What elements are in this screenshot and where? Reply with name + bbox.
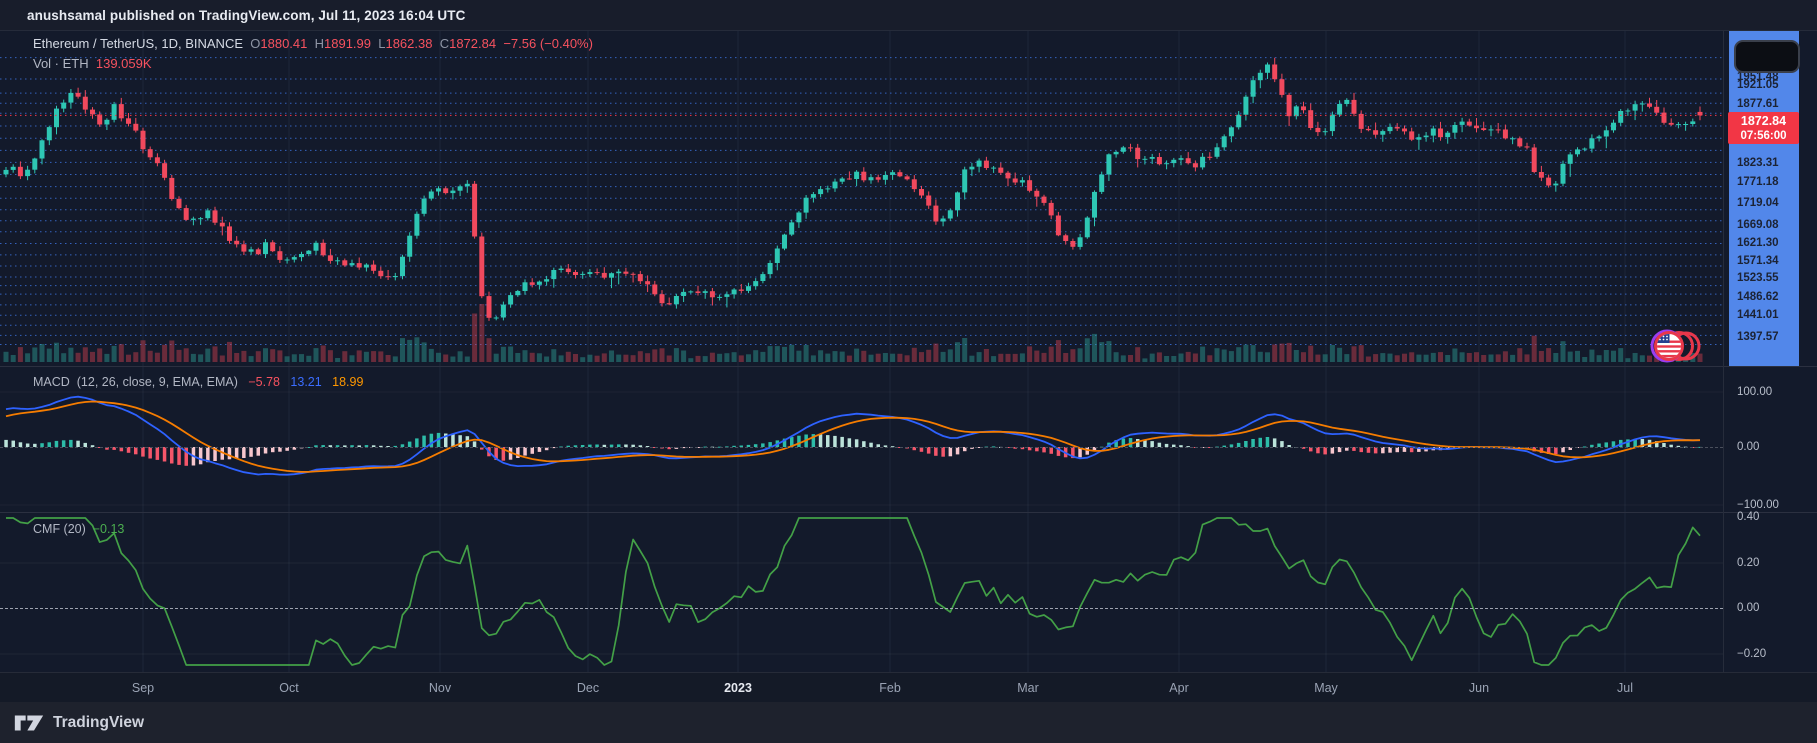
price-axis-label: 1523.55 xyxy=(1737,272,1779,284)
time-axis-label-apr: Apr xyxy=(1169,681,1189,695)
time-axis-label-jul: Jul xyxy=(1617,681,1633,695)
price-axis-label: 1877.61 xyxy=(1737,98,1779,110)
macd-hist-value: −5.78 xyxy=(248,375,280,389)
cmf-legend[interactable]: CMF (20) −0.13 xyxy=(33,522,124,536)
high-key: H xyxy=(314,36,324,51)
volume-value: 139.059K xyxy=(95,56,152,71)
flag-coins-icon[interactable] xyxy=(1648,328,1706,364)
macd-zero-line xyxy=(0,447,1723,448)
macd-signal-value: 18.99 xyxy=(332,375,364,389)
close-value: 1872.84 xyxy=(449,36,497,51)
macd-legend[interactable]: MACD (12, 26, close, 9, EMA, EMA) −5.78 … xyxy=(33,375,363,389)
time-axis-label-oct: Oct xyxy=(279,681,299,695)
time-axis-label-sep: Sep xyxy=(131,681,155,695)
macd-pane[interactable] xyxy=(0,366,1723,512)
price-axis-label: 1951.48 xyxy=(1737,71,1779,83)
low-key: L xyxy=(378,36,386,51)
countdown-timer: 07:56:00 xyxy=(1740,130,1787,142)
time-axis-label-feb: Feb xyxy=(879,681,901,695)
cmf-zero-line xyxy=(0,608,1723,609)
indicator-axis-label: 0.00 xyxy=(1737,602,1760,614)
cmf-chart-canvas[interactable] xyxy=(0,512,1723,672)
volume-label: Vol · ETH xyxy=(33,56,89,71)
low-value: 1862.38 xyxy=(385,36,433,51)
macd-params: (12, 26, close, 9, EMA, EMA) xyxy=(76,375,238,389)
price-pane[interactable] xyxy=(0,31,1723,366)
time-axis-label-may: May xyxy=(1314,681,1338,695)
macd-name: MACD xyxy=(33,375,70,389)
attribution-text: anushsamal published on TradingView.com,… xyxy=(27,7,466,23)
last-price-badge: 1872.84 07:56:00 xyxy=(1728,112,1799,144)
pane-separator[interactable] xyxy=(0,512,1817,513)
open-key: O xyxy=(250,36,261,51)
price-axis-label: 1621.30 xyxy=(1737,237,1779,249)
tradingview-brand[interactable]: TradingView xyxy=(53,713,145,731)
last-price: 1872.84 xyxy=(1740,114,1787,128)
price-axis-label: 1571.34 xyxy=(1737,255,1779,267)
indicator-axis-label: 0.20 xyxy=(1737,557,1760,569)
price-axis-label: 1441.01 xyxy=(1737,309,1779,321)
time-axis-label-nov: Nov xyxy=(428,681,452,695)
macd-line-value: 13.21 xyxy=(290,375,322,389)
indicator-axis-label: −100.00 xyxy=(1737,499,1779,511)
tradingview-logo-icon[interactable] xyxy=(14,714,44,732)
axis-border xyxy=(1723,31,1724,702)
time-axis-label-dec: Dec xyxy=(576,681,600,695)
open-value: 1880.41 xyxy=(260,36,308,51)
time-axis-label-2023: 2023 xyxy=(724,681,752,695)
price-axis-label: 1486.62 xyxy=(1737,291,1779,303)
indicator-axis-label: 0.40 xyxy=(1737,511,1760,523)
symbol-legend[interactable]: Ethereum / TetherUS, 1D, BINANCE O1880.4… xyxy=(33,36,593,51)
cmf-value: −0.13 xyxy=(92,522,125,536)
price-axis-label: 1921.05 xyxy=(1737,79,1779,91)
cmf-name: CMF (20) xyxy=(33,522,86,536)
macd-chart-canvas[interactable] xyxy=(0,366,1723,512)
redaction-box xyxy=(1734,40,1800,73)
high-value: 1891.99 xyxy=(324,36,371,51)
time-axis-label-mar: Mar xyxy=(1017,681,1039,695)
indicator-axis-label: 0.00 xyxy=(1737,441,1760,453)
price-scale-highlight[interactable] xyxy=(1729,31,1799,366)
price-axis-label: 1823.31 xyxy=(1737,157,1779,169)
price-axis[interactable]: 1951.48 1921.05 1877.61 1823.31 1771.18 1719.… xyxy=(1723,31,1817,672)
pane-separator[interactable] xyxy=(0,366,1817,367)
footer-bar: TradingView xyxy=(0,702,1817,743)
price-axis-label: 1719.04 xyxy=(1737,197,1779,209)
cmf-pane[interactable] xyxy=(0,512,1723,672)
attribution-bar: anushsamal published on TradingView.com,… xyxy=(0,0,1817,31)
price-axis-label: 1771.18 xyxy=(1737,176,1779,188)
price-axis-label: 1669.08 xyxy=(1737,219,1779,231)
indicator-axis-label: 100.00 xyxy=(1737,386,1773,398)
price-axis-label: 1397.57 xyxy=(1737,331,1779,343)
symbol-title[interactable]: Ethereum / TetherUS, 1D, BINANCE xyxy=(33,36,244,51)
volume-legend[interactable]: Vol · ETH 139.059K xyxy=(33,56,152,71)
price-chart-canvas[interactable] xyxy=(0,31,1723,366)
close-key: C xyxy=(439,36,450,51)
time-axis-label-jun: Jun xyxy=(1468,681,1490,695)
indicator-axis-label: −0.20 xyxy=(1737,648,1767,660)
time-axis[interactable]: Sep Oct Nov Dec 2023 Feb Mar Apr May Jun Jul xyxy=(0,672,1817,703)
change-value: −7.56 (−0.40%) xyxy=(503,36,593,51)
